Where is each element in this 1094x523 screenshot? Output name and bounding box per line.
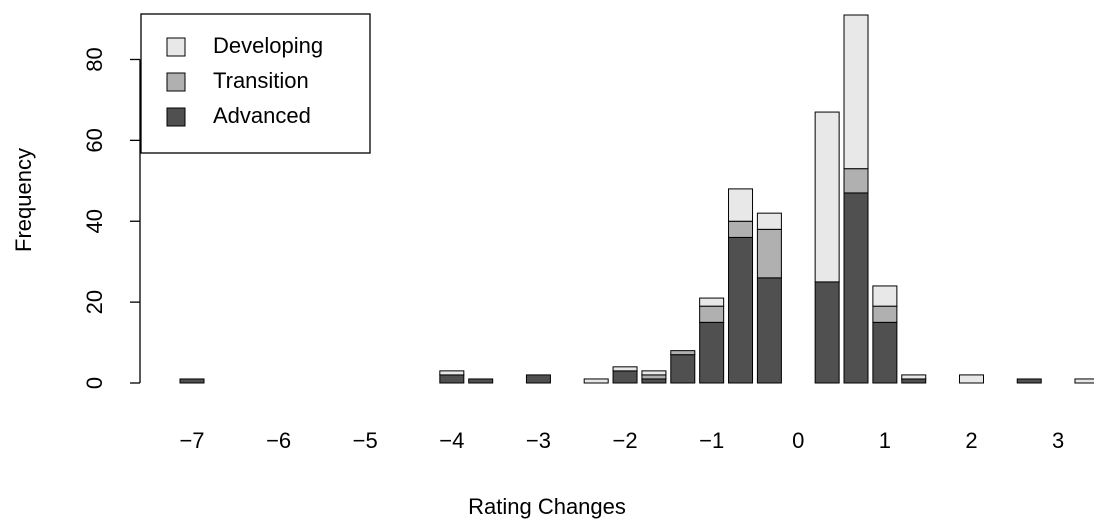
- bar-segment: [641, 374, 667, 380]
- bar-segment: [756, 277, 782, 384]
- x-axis-title: Rating Changes: [468, 494, 626, 519]
- bar-segment: [872, 285, 898, 307]
- bar-segment: [1074, 378, 1094, 384]
- bar-segment: [641, 378, 667, 384]
- bar-segment: [583, 378, 609, 384]
- bar-segment: [439, 370, 465, 376]
- bar-segment: [843, 192, 869, 384]
- legend: Developing Transition Advanced: [140, 13, 371, 154]
- x-tick-label: 1: [879, 428, 891, 453]
- x-tick-label: 3: [1052, 428, 1064, 453]
- y-tick-label: 20: [82, 290, 107, 314]
- legend-label: Advanced: [213, 103, 311, 128]
- bar-segment: [728, 188, 754, 222]
- bar-segment: [756, 228, 782, 279]
- bar-segment: [872, 305, 898, 323]
- legend-swatch: [166, 37, 186, 57]
- legend-swatch: [166, 107, 186, 127]
- bar-segment: [641, 370, 667, 376]
- y-tick-label: 60: [82, 128, 107, 152]
- legend-swatch: [166, 72, 186, 92]
- y-tick-label: 40: [82, 209, 107, 233]
- x-tick-label: −2: [613, 428, 638, 453]
- x-tick-label: −1: [699, 428, 724, 453]
- bar-segment: [699, 297, 725, 307]
- x-tick-label: 2: [965, 428, 977, 453]
- bar-segment: [843, 14, 869, 170]
- x-tick-label: 0: [792, 428, 804, 453]
- bar-segment: [901, 378, 927, 384]
- bar-segment: [843, 168, 869, 194]
- bar-segment: [525, 374, 551, 384]
- bar-segment: [901, 374, 927, 380]
- x-tick-label: −4: [439, 428, 464, 453]
- bar-segment: [728, 220, 754, 238]
- bar-segment: [814, 281, 840, 384]
- y-tick-label: 0: [82, 377, 107, 389]
- x-tick-label: −3: [526, 428, 551, 453]
- bar-segment: [670, 350, 696, 356]
- legend-label: Transition: [213, 68, 309, 93]
- x-tick-label: −7: [179, 428, 204, 453]
- bar-segment: [699, 321, 725, 384]
- bar-segment: [612, 366, 638, 372]
- bar-segment: [670, 354, 696, 384]
- bar-segment: [728, 236, 754, 384]
- bar-segment: [179, 378, 205, 384]
- legend-label: Developing: [213, 33, 323, 58]
- y-tick-label: 80: [82, 47, 107, 71]
- bar-segment: [872, 321, 898, 384]
- x-tick-label: −6: [266, 428, 291, 453]
- bar-segment: [756, 212, 782, 230]
- bar-segment: [814, 111, 840, 283]
- bar-segment: [612, 370, 638, 384]
- x-tick-label: −5: [353, 428, 378, 453]
- y-axis-title: Frequency: [11, 148, 36, 252]
- bar-segment: [1016, 378, 1042, 384]
- bar-segment: [468, 378, 494, 384]
- bar-segment: [958, 374, 984, 384]
- bar-segment: [439, 374, 465, 384]
- bar-segment: [699, 305, 725, 323]
